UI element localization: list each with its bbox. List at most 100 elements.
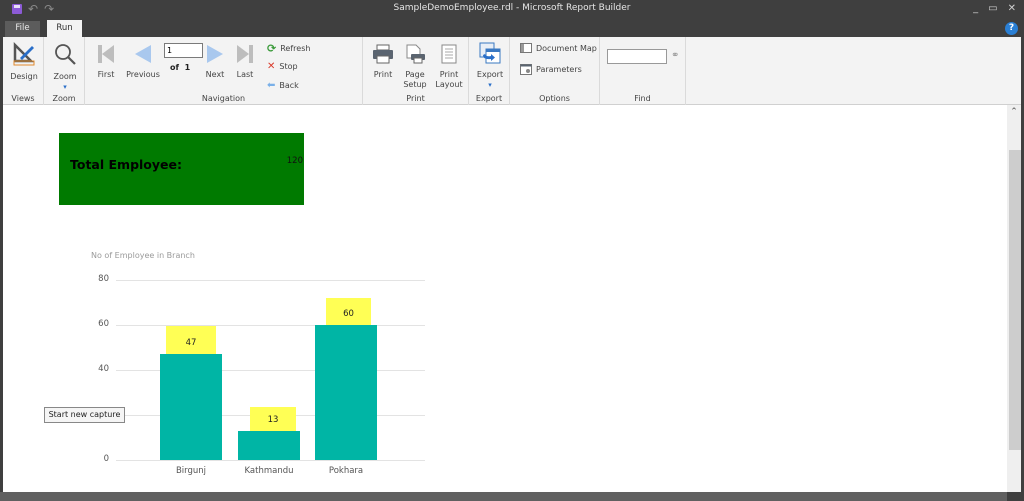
design-button[interactable]: Design [7,41,41,82]
parameters-label: Parameters [536,65,582,74]
chevron-down-icon: ▾ [63,83,67,91]
parameters-button[interactable]: Parameters [520,64,582,75]
export-button[interactable]: Export ▾ [475,42,505,90]
minimize-button[interactable]: _ [973,3,979,14]
print-layout-icon [441,44,457,64]
group-label-views: Views [11,94,35,103]
group-options: Options [510,37,600,105]
group-find: Find [600,37,686,105]
vertical-scrollbar[interactable]: ⌃ [1007,105,1021,492]
save-icon[interactable] [12,4,22,14]
group-label-zoom: Zoom [52,94,76,103]
group-label-print: Print [406,94,425,103]
start-new-capture-button[interactable]: Start new capture [44,407,125,423]
maximize-button[interactable]: ▭ [988,3,998,14]
stop-button[interactable]: ✕ Stop [267,61,298,72]
group-export: Export [469,37,510,105]
bar-pokhara[interactable] [315,325,377,460]
previous-label: Previous [126,70,160,79]
report-viewer: Total Employee: 120 No of Employee in Br… [3,105,1007,492]
total-employee-card: Total Employee: 120 [59,133,304,205]
group-views: Design Views [3,37,44,105]
document-map-label: Document Map [536,43,597,53]
export-label: Export [476,70,504,79]
group-navigation: Navigation [85,37,363,105]
ribbon: Design Views Zoom ▾ Zoom Navigation Firs… [3,37,1021,105]
window-controls: _ ▭ ✕ [973,3,1016,14]
design-icon [13,41,35,66]
bar-kathmandu[interactable] [238,431,300,460]
document-map-icon [520,43,532,53]
data-label-birgunj: 47 [166,326,216,354]
status-bar [0,492,1007,501]
page-setup-label-2: Setup [403,80,427,89]
window-border [1021,105,1024,501]
next-page-icon [207,45,223,63]
bar-birgunj[interactable] [160,354,222,460]
next-page-button[interactable]: Next [202,44,228,80]
export-icon [479,42,501,64]
parameters-icon [520,64,532,75]
group-print: Print [363,37,469,105]
last-page-button[interactable]: Last [232,44,258,80]
print-layout-button[interactable]: Print Layout [434,44,464,90]
undo-icon[interactable]: ↶ [28,2,39,16]
scrollbar-thumb[interactable] [1009,150,1021,450]
print-button[interactable]: Print [370,44,396,80]
x-tick-label: Birgunj [175,466,207,476]
page-number-input[interactable]: 1 [164,43,203,58]
binoculars-icon[interactable]: ⚭ [671,50,680,61]
refresh-button[interactable]: ⟳ Refresh [267,42,310,55]
first-page-icon [98,45,114,63]
printer-icon [373,44,393,64]
help-button[interactable]: ? [1005,22,1018,35]
print-layout-label-1: Print [439,70,459,79]
gridline [116,370,425,371]
chart-title: No of Employee in Branch [91,251,195,260]
scroll-up-icon[interactable]: ⌃ [1010,107,1018,117]
back-button[interactable]: ⬅ Back [267,80,299,91]
of-label: of [170,63,179,72]
title-bar: ↶ ↷ SampleDemoEmployee.rdl - Microsoft R… [0,0,1024,20]
y-tick-label: 60 [98,319,109,329]
find-input[interactable] [607,49,667,64]
gridline [116,460,425,461]
print-layout-label-2: Layout [435,80,463,89]
document-map-button[interactable]: Document Map [520,43,597,53]
tab-run[interactable]: Run [47,20,82,37]
data-label-pokhara: 60 [326,298,371,325]
page-setup-icon [406,44,425,64]
zoom-button[interactable]: Zoom ▾ [48,42,82,92]
previous-page-button[interactable]: Previous [124,44,162,80]
page-setup-label-1: Page [405,70,425,79]
quick-access-toolbar: ↶ ↷ [12,3,54,15]
stop-icon: ✕ [267,61,276,72]
x-tick-label: Pokhara [328,466,364,476]
data-label-kathmandu: 13 [250,407,296,431]
last-label: Last [236,70,254,79]
gridline [116,325,425,326]
y-tick-label: 80 [98,274,109,284]
design-label: Design [10,72,38,81]
group-label-options: Options [539,94,570,103]
ribbon-tabs: File Run [0,20,1024,37]
redo-icon[interactable]: ↷ [44,2,55,16]
last-page-icon [237,45,253,63]
group-zoom: Zoom ▾ Zoom [44,37,85,105]
refresh-icon: ⟳ [267,42,277,55]
y-tick-label: 0 [103,454,109,464]
first-page-button[interactable]: First [92,44,120,80]
zoom-label: Zoom [53,72,77,81]
zoom-icon [55,44,76,65]
page-count: of 1 [170,63,190,72]
stop-label: Stop [279,62,298,71]
total-pages: 1 [184,63,191,72]
tab-file[interactable]: File [5,21,40,37]
print-label: Print [373,70,393,79]
group-label-navigation: Navigation [201,94,246,103]
y-tick-label: 40 [98,364,109,374]
close-button[interactable]: ✕ [1007,3,1016,14]
back-label: Back [279,81,299,90]
next-label: Next [205,70,225,79]
page-setup-button[interactable]: Page Setup [401,44,429,90]
